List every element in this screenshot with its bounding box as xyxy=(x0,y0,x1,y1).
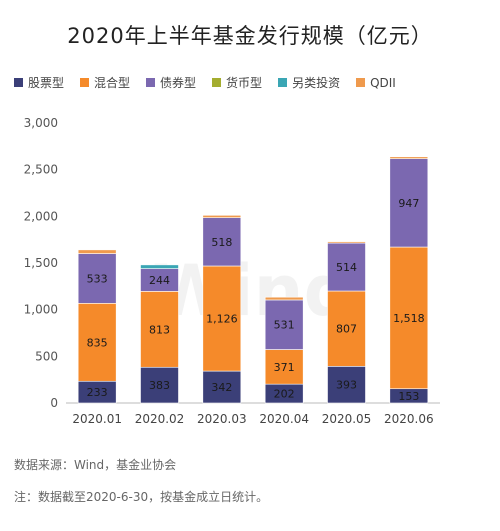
bar-segment xyxy=(264,296,304,301)
legend-swatch-stock xyxy=(14,78,23,87)
bar-segment xyxy=(202,217,242,267)
x-tick-label: 2020.03 xyxy=(197,412,247,425)
y-tick-label: 2,500 xyxy=(24,163,58,177)
bar-segment xyxy=(77,253,117,304)
legend-swatch-bond xyxy=(146,78,156,87)
bar-segment xyxy=(140,291,179,368)
y-tick-label: 0 xyxy=(50,396,58,410)
y-tick-label: 3,000 xyxy=(24,116,58,130)
data-label: 153 xyxy=(398,390,419,403)
legend-label-alternative: 另类投资 xyxy=(292,76,341,90)
data-label: 533 xyxy=(87,272,108,285)
x-tick-label: 2020.05 xyxy=(322,412,372,425)
bar-segment xyxy=(389,158,429,248)
bar-segment xyxy=(202,265,242,372)
x-tick-label: 2020.04 xyxy=(259,412,309,425)
bar-segment xyxy=(202,370,242,404)
legend-item-bond: 债券型 xyxy=(146,74,196,91)
bar-segment xyxy=(77,303,117,382)
data-label: 383 xyxy=(149,379,170,392)
legend-label-qdii: QDII xyxy=(370,75,396,90)
data-label: 233 xyxy=(87,386,108,399)
bar-segment xyxy=(77,249,117,254)
data-label: 1,518 xyxy=(393,312,425,325)
legend-item-alternative: 另类投资 xyxy=(278,74,340,91)
legend-label-money: 货币型 xyxy=(226,76,263,90)
legend-label-stock: 股票型 xyxy=(28,76,65,90)
bar-segment xyxy=(389,156,429,159)
legend-item-stock: 股票型 xyxy=(14,74,64,91)
bar-segment xyxy=(202,215,242,218)
chart-legend: 股票型 混合型 债券型 货币型 另类投资 QDII xyxy=(14,74,494,91)
legend-swatch-hybrid xyxy=(80,78,90,87)
x-tick-label: 2020.06 xyxy=(384,412,434,425)
stacked-bar-chart: Wind 0 500 1,000 1,500 2,000 2,500 3,000 233 835 5… xyxy=(24,116,440,425)
y-tick-label: 1,000 xyxy=(24,303,58,317)
bar-segment xyxy=(264,299,304,350)
bar-segment xyxy=(389,246,429,390)
bar-segment xyxy=(327,242,366,292)
chart-title: 2020年上半年基金发行规模（亿元） xyxy=(67,24,433,48)
data-label: 202 xyxy=(274,388,295,401)
legend-item-hybrid: 混合型 xyxy=(80,74,130,91)
data-label: 813 xyxy=(149,323,170,336)
data-label: 514 xyxy=(336,261,357,274)
y-tick-label: 500 xyxy=(35,349,58,363)
bar-segment xyxy=(140,264,179,269)
legend-label-hybrid: 混合型 xyxy=(94,76,131,90)
data-label: 807 xyxy=(336,323,357,336)
bar-segment xyxy=(327,366,366,404)
legend-item-money: 货币型 xyxy=(212,74,262,91)
x-tick-label: 2020.02 xyxy=(135,412,185,425)
y-tick-label: 2,000 xyxy=(24,209,58,223)
bar-segment xyxy=(327,290,366,367)
data-label: 518 xyxy=(211,236,232,249)
data-label: 342 xyxy=(211,381,232,394)
bar-segment xyxy=(264,349,304,385)
data-label: 1,126 xyxy=(206,313,238,326)
bar-segment xyxy=(327,241,366,244)
legend-swatch-qdii xyxy=(356,78,366,87)
data-label: 531 xyxy=(274,319,295,332)
data-label: 244 xyxy=(149,274,170,287)
data-source-note: 数据来源：Wind，基金业协会 xyxy=(14,458,177,472)
data-label: 393 xyxy=(336,379,357,392)
data-label: 835 xyxy=(87,336,108,349)
legend-swatch-alternative xyxy=(278,78,288,87)
legend-item-qdii: QDII xyxy=(356,74,396,91)
data-label: 371 xyxy=(274,361,295,374)
data-label: 947 xyxy=(398,197,419,210)
watermark: Wind xyxy=(152,250,353,332)
x-tick-label: 2020.01 xyxy=(72,412,122,425)
legend-swatch-money xyxy=(212,78,222,87)
y-tick-label: 1,500 xyxy=(24,256,58,270)
footnote: 注：数据截至2020-6-30，按基金成立日统计。 xyxy=(14,490,269,504)
legend-label-bond: 债券型 xyxy=(160,76,197,90)
